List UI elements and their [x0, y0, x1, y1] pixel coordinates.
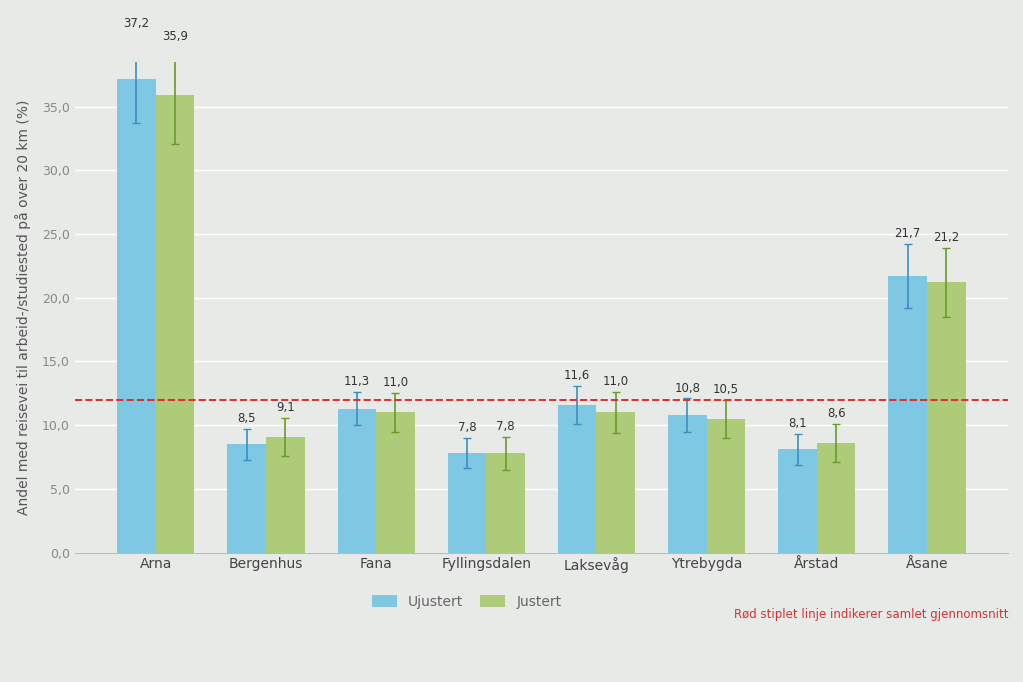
Text: 8,1: 8,1 — [789, 417, 807, 430]
Bar — [888, 276, 927, 552]
Text: 7,8: 7,8 — [496, 420, 515, 433]
Text: 11,0: 11,0 — [603, 375, 629, 388]
Bar — [266, 436, 305, 552]
Bar — [558, 405, 596, 552]
Text: 21,2: 21,2 — [933, 231, 960, 244]
Y-axis label: Andel med reisevei til arbeid-/studiested på over 20 km (%): Andel med reisevei til arbeid-/studieste… — [15, 100, 31, 515]
Text: 9,1: 9,1 — [276, 401, 295, 414]
Legend: Ujustert, Justert: Ujustert, Justert — [366, 589, 567, 614]
Text: 10,5: 10,5 — [713, 383, 739, 396]
Bar — [927, 282, 966, 552]
Text: 11,0: 11,0 — [383, 376, 408, 389]
Text: 11,3: 11,3 — [344, 375, 370, 388]
Bar — [448, 454, 486, 552]
Text: Rød stiplet linje indikerer samlet gjennomsnitt: Rød stiplet linje indikerer samlet gjenn… — [733, 608, 1008, 621]
Bar — [486, 454, 525, 552]
Text: 37,2: 37,2 — [124, 17, 149, 30]
Bar — [816, 443, 855, 552]
Text: 8,5: 8,5 — [237, 412, 256, 425]
Bar — [227, 444, 266, 552]
Text: 10,8: 10,8 — [674, 382, 701, 395]
Bar — [596, 413, 635, 552]
Text: 11,6: 11,6 — [564, 369, 590, 382]
Bar — [779, 449, 816, 552]
Bar — [118, 78, 155, 552]
Text: 7,8: 7,8 — [457, 421, 477, 434]
Bar — [155, 95, 194, 552]
Bar — [338, 409, 376, 552]
Bar — [707, 419, 745, 552]
Text: 21,7: 21,7 — [895, 228, 921, 241]
Bar — [376, 413, 414, 552]
Text: 8,6: 8,6 — [827, 407, 845, 420]
Bar — [668, 415, 707, 552]
Text: 35,9: 35,9 — [162, 30, 188, 43]
